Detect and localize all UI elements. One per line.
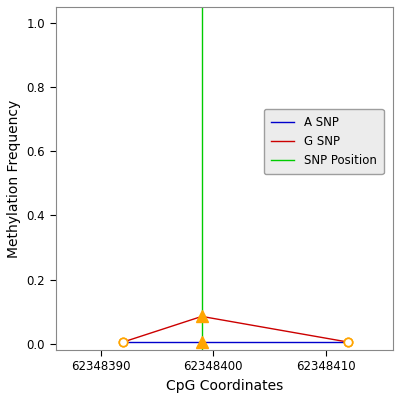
X-axis label: CpG Coordinates: CpG Coordinates bbox=[166, 379, 283, 393]
Legend: A SNP, G SNP, SNP Position: A SNP, G SNP, SNP Position bbox=[264, 109, 384, 174]
Y-axis label: Methylation Frequency: Methylation Frequency bbox=[7, 99, 21, 258]
